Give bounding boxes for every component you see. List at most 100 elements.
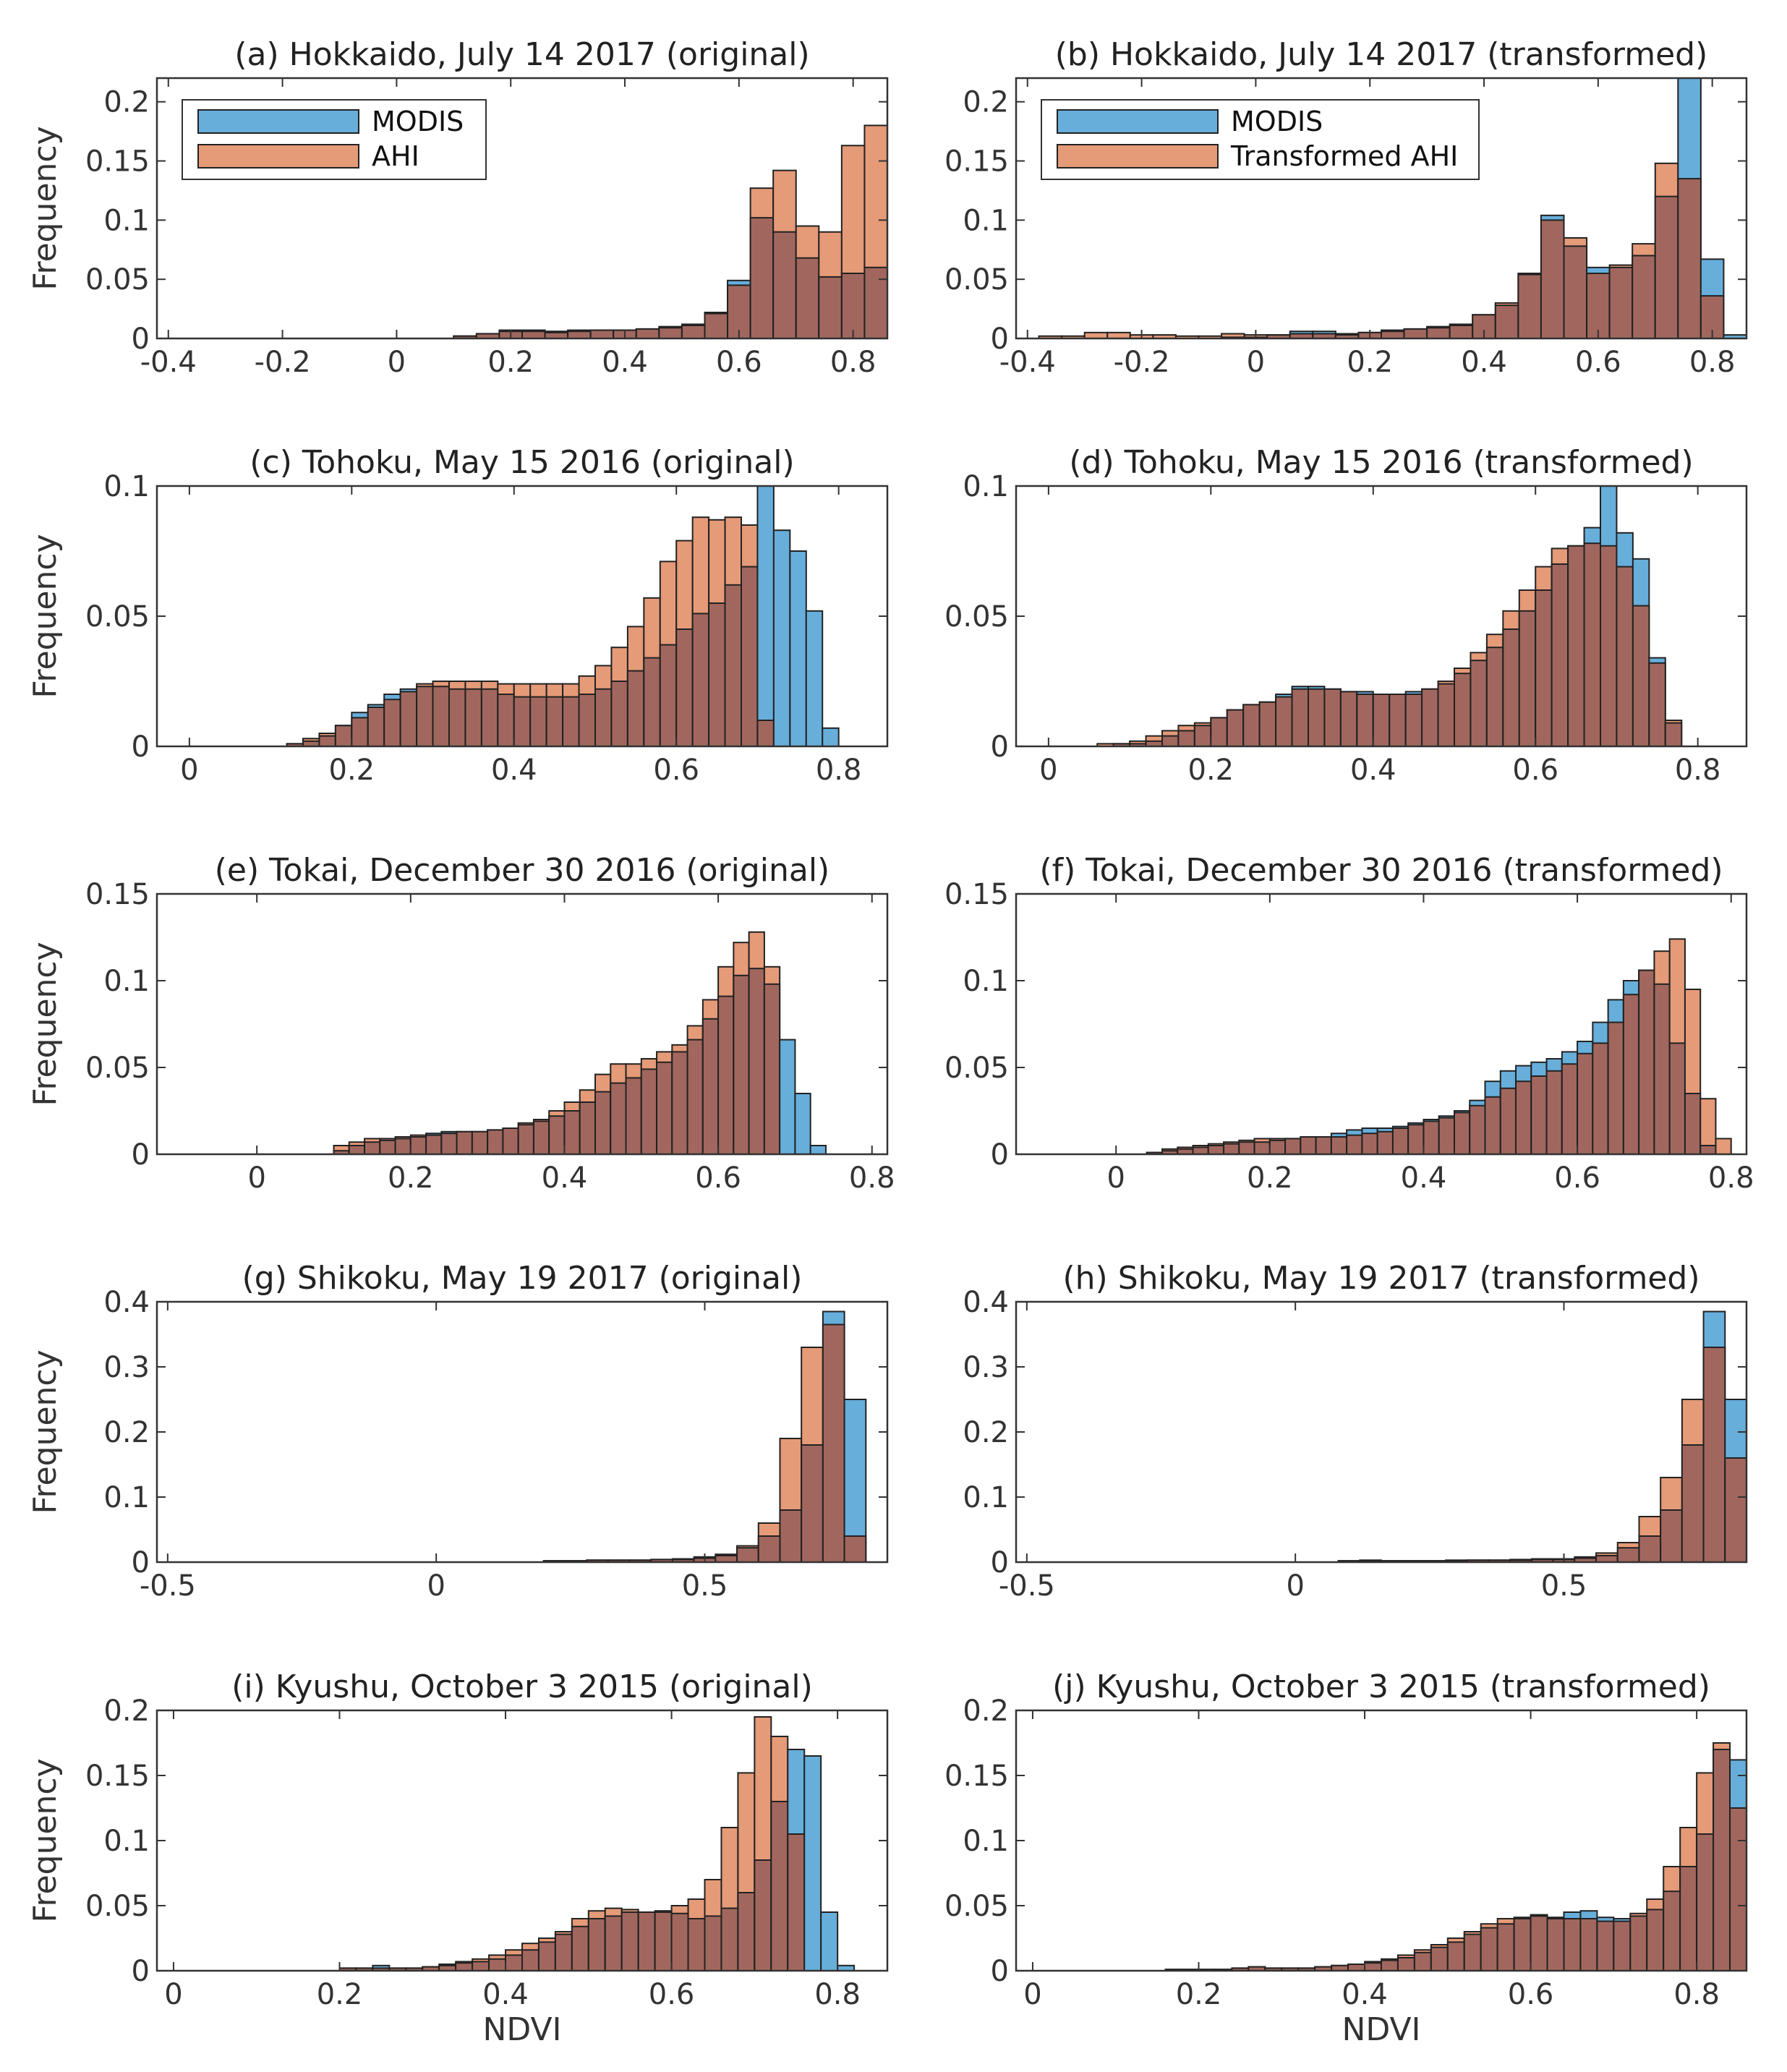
- overlap-bar: [579, 1101, 596, 1154]
- y-tick-label: 0.1: [963, 1481, 1009, 1514]
- overlap-bar: [656, 1061, 673, 1154]
- axes-box: [155, 77, 889, 340]
- overlap-bar: [1616, 1547, 1640, 1562]
- bars-b: [1038, 78, 1747, 338]
- overlap-bar: [1463, 1933, 1482, 1971]
- overlap-bar: [1677, 178, 1702, 338]
- x-tick-label: 0.2: [487, 346, 534, 379]
- overlap-bar: [1376, 1130, 1394, 1154]
- y-tick-label: 0.3: [103, 1351, 150, 1384]
- chart-panel-c: (c) Tohoku, May 15 2016 (original) 0 0.2 0.…: [27, 444, 889, 787]
- overlap-bar: [1275, 696, 1293, 746]
- bars-h: [1337, 1310, 1747, 1562]
- overlap-bar: [587, 1918, 606, 1971]
- ahi-bar: [1746, 1560, 1747, 1562]
- overlap-bar: [756, 720, 775, 746]
- overlap-bar: [1210, 717, 1228, 746]
- overlap-bar: [1413, 1951, 1432, 1971]
- bars-j: [1164, 1742, 1747, 1971]
- overlap-bar: [348, 1145, 366, 1154]
- overlap-bar: [471, 1130, 489, 1154]
- overlap-bar: [757, 1535, 781, 1562]
- y-tick-label: 0.05: [85, 1890, 150, 1923]
- overlap-bar: [529, 696, 547, 746]
- x-tick-label: 0.8: [816, 754, 862, 787]
- overlap-bar: [1613, 1920, 1632, 1971]
- y-tick-label: 0.1: [103, 1825, 150, 1858]
- bars-f: [1146, 938, 1732, 1154]
- overlap-bar: [502, 1127, 519, 1154]
- overlap-bar: [416, 686, 434, 746]
- overlap-bar: [537, 1941, 556, 1971]
- overlap-bar: [1638, 969, 1655, 1154]
- overlap-bar: [659, 644, 678, 746]
- overlap-bar: [1161, 735, 1180, 746]
- y-axis-label: Frequency: [27, 1350, 64, 1514]
- overlap-bar: [675, 628, 694, 746]
- overlap-bar: [1407, 1124, 1425, 1154]
- x-axis-label: NDVI: [1342, 2011, 1420, 2048]
- overlap-bar: [1729, 1807, 1747, 1971]
- legend-label: MODIS: [372, 106, 464, 137]
- overlap-bar: [749, 217, 775, 338]
- y-tick-label: 0.1: [103, 470, 150, 503]
- overlap-bar: [1608, 266, 1634, 338]
- overlap-bar: [1454, 673, 1472, 746]
- overlap-bar: [1470, 660, 1488, 746]
- x-tick-label: 0.2: [388, 1161, 434, 1195]
- panel-title: (e) Tokai, December 30 2016 (original): [215, 852, 829, 889]
- overlap-bar: [733, 974, 750, 1154]
- overlap-bar: [691, 613, 710, 746]
- modis-bar: [910, 218, 934, 338]
- modis-bar: [822, 727, 840, 746]
- overlap-bar: [1242, 704, 1261, 746]
- x-tick-label: 0: [180, 754, 198, 787]
- overlap-bar: [1563, 1918, 1582, 1971]
- overlap-bar: [1563, 245, 1588, 338]
- overlap-bar: [464, 688, 482, 746]
- overlap-bar: [394, 1138, 411, 1154]
- y-tick-label: 0.1: [103, 965, 150, 998]
- overlap-bar: [480, 688, 499, 746]
- x-tick-label: 0.2: [1188, 754, 1234, 787]
- chart-panel-h: (h) Shikoku, May 19 2017 (transformed) -0…: [963, 1260, 1748, 1603]
- y-tick-label: 0: [132, 730, 150, 764]
- overlap-bar: [1207, 1145, 1225, 1154]
- x-tick-label: -0.2: [255, 346, 311, 379]
- overlap-bar: [1284, 1138, 1302, 1154]
- overlap-bar: [1592, 1042, 1609, 1154]
- panel-title: (f) Tokai, December 30 2016 (transformed…: [1039, 852, 1723, 889]
- overlap-bar: [1315, 1136, 1332, 1154]
- overlap-bar: [1238, 1141, 1255, 1154]
- y-tick-label: 0.4: [103, 1286, 150, 1319]
- legend-swatch: [1057, 109, 1219, 134]
- x-tick-label: 0.2: [1176, 1978, 1222, 2011]
- ahi-bar: [887, 264, 910, 338]
- y-tick-label: 0.2: [103, 1694, 150, 1728]
- overlap-bar: [1579, 1918, 1598, 1971]
- overlap-bar: [1616, 566, 1634, 746]
- x-tick-label: 0.2: [1247, 1161, 1293, 1195]
- overlap-bar: [532, 1120, 550, 1154]
- overlap-bar: [1622, 994, 1640, 1154]
- overlap-bar: [1494, 304, 1519, 338]
- x-tick-label: -0.4: [140, 346, 197, 379]
- overlap-bar: [548, 1115, 566, 1154]
- overlap-bar: [741, 566, 759, 746]
- overlap-bar: [1517, 273, 1542, 338]
- overlap-bar: [1660, 1509, 1683, 1562]
- overlap-bar: [1193, 725, 1212, 746]
- y-tick-label: 0: [132, 1546, 150, 1579]
- overlap-bar: [563, 1110, 581, 1154]
- overlap-bar: [1502, 628, 1520, 746]
- modis-bar: [1746, 1911, 1747, 1971]
- overlap-bar: [1577, 1052, 1594, 1154]
- ahi-bar: [1715, 1138, 1732, 1154]
- x-tick-label: 0.5: [1541, 1569, 1587, 1603]
- overlap-bar: [748, 968, 765, 1154]
- overlap-bar: [626, 670, 645, 746]
- overlap-bar: [364, 1141, 381, 1154]
- overlap-bar: [625, 1077, 642, 1154]
- x-tick-label: 0.8: [830, 346, 877, 379]
- overlap-bar: [1426, 327, 1451, 338]
